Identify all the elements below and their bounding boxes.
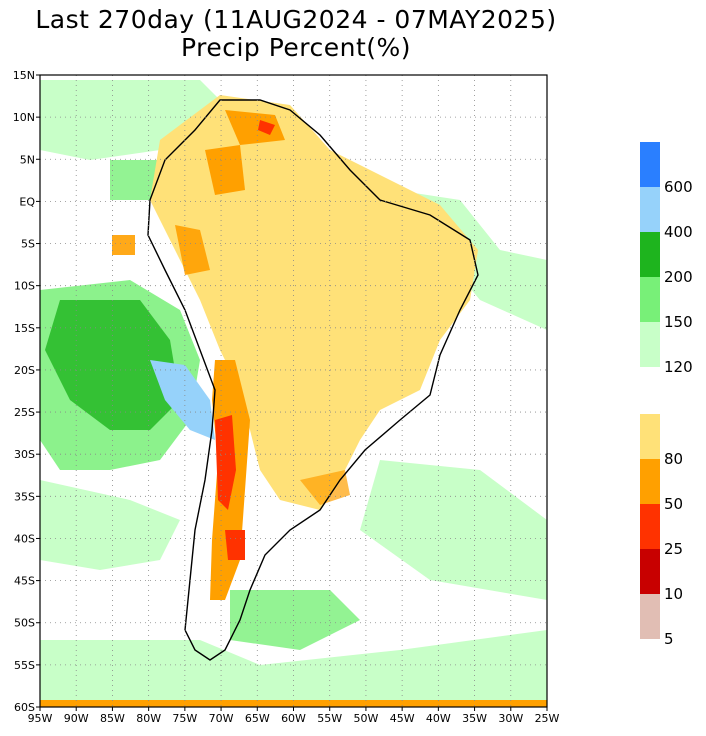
map-field — [40, 75, 547, 707]
longitude-axis: 95W 90W 85W 80W 75W 70W 65W 60W 55W 50W 45W 40W 35W 3… — [28, 707, 560, 725]
longitude-label: 75W — [172, 712, 197, 725]
latitude-label: 50S — [14, 617, 35, 630]
longitude-label: 25W — [535, 712, 560, 725]
atlantic-lightgreen — [330, 180, 547, 330]
legend-dry-scale: 80 50 25 10 5 — [640, 414, 683, 648]
latitude-label: 10S — [14, 280, 35, 293]
peru-orange-region — [175, 225, 210, 275]
longitude-label: 50W — [353, 712, 378, 725]
legend-wet-swatch — [640, 187, 660, 232]
legend-dry-swatch — [640, 549, 660, 594]
legend-dry-label: 5 — [664, 630, 674, 648]
longitude-label: 60W — [281, 712, 306, 725]
latitude-label: 60S — [14, 701, 35, 714]
latitude-label: 20S — [14, 364, 35, 377]
longitude-label: 40W — [426, 712, 451, 725]
latitude-label: 15S — [14, 322, 35, 335]
chart-title: Last 270day (11AUG2024 - 07MAY2025) — [35, 5, 557, 34]
latitude-label: 35S — [14, 490, 35, 503]
longitude-label: 90W — [64, 712, 89, 725]
latitude-label: EQ — [19, 195, 35, 208]
legend-wet-label: 150 — [664, 313, 693, 331]
legend-wet-label: 200 — [664, 268, 693, 286]
continental-dry-region — [150, 95, 478, 510]
latitude-label: 10N — [13, 111, 35, 124]
longitude-label: 30W — [498, 712, 523, 725]
latitude-label: 5N — [20, 153, 35, 166]
grid-lines — [40, 75, 547, 707]
longitude-label: 70W — [209, 712, 234, 725]
legend-wet-swatch — [640, 232, 660, 277]
eastern-pacific-green — [110, 160, 160, 200]
longitude-label: 80W — [136, 712, 161, 725]
legend-dry-swatch — [640, 504, 660, 549]
longitude-label: 95W — [28, 712, 53, 725]
legend-dry-swatch — [640, 459, 660, 504]
legend-dry-label: 80 — [664, 450, 683, 468]
uruguay-orange-region — [300, 470, 350, 505]
bottom-orange-strip — [40, 700, 547, 707]
legend-dry-swatch — [640, 414, 660, 459]
colombia-orange-region — [205, 145, 245, 195]
patagonia-red-spot — [225, 530, 245, 560]
latitude-axis: 15N 10N 5N EQ 5S 10S 15S 20S 25S 30S 35S 40S 45S 50S 5… — [13, 69, 40, 714]
legend-wet-label: 120 — [664, 358, 693, 376]
chart-subtitle: Precip Percent(%) — [180, 33, 412, 62]
latitude-label: 25S — [14, 406, 35, 419]
latitude-label: 15N — [13, 69, 35, 82]
longitude-label: 45W — [390, 712, 415, 725]
longitude-label: 65W — [245, 712, 270, 725]
pacific-orange-spot — [112, 235, 135, 255]
legend-wet-swatch — [640, 277, 660, 322]
latitude-label: 5S — [21, 238, 35, 251]
latitude-label: 40S — [14, 532, 35, 545]
legend-wet-swatch — [640, 142, 660, 187]
pacific-lightgreen-region — [40, 480, 180, 570]
legend-wet-label: 400 — [664, 223, 693, 241]
color-legend: 600 400 200 150 120 80 50 25 10 5 — [640, 142, 693, 648]
longitude-label: 85W — [100, 712, 125, 725]
legend-dry-label: 50 — [664, 495, 683, 513]
legend-dry-label: 10 — [664, 585, 683, 603]
latitude-label: 45S — [14, 575, 35, 588]
latitude-label: 30S — [14, 448, 35, 461]
legend-wet-label: 600 — [664, 178, 693, 196]
venezuela-orange-region — [225, 110, 285, 145]
legend-dry-swatch — [640, 594, 660, 639]
longitude-label: 35W — [462, 712, 487, 725]
south-america-coastline — [147, 99, 479, 661]
legend-wet-scale: 600 400 200 150 120 — [640, 142, 693, 376]
legend-wet-swatch — [640, 322, 660, 367]
latitude-label: 55S — [14, 659, 35, 672]
legend-dry-label: 25 — [664, 540, 683, 558]
venezuela-red-spot — [258, 120, 275, 135]
longitude-label: 55W — [317, 712, 342, 725]
argentine-shelf-green — [230, 590, 360, 650]
pacific-lightblue-region — [150, 360, 215, 440]
caribbean-lightgreen — [40, 80, 230, 160]
south-atlantic-lightgreen — [360, 460, 547, 600]
chile-andes-red — [215, 415, 236, 510]
